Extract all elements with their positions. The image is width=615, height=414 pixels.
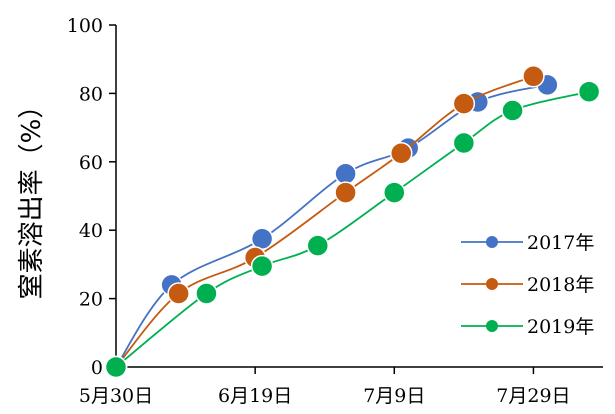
legend-item-2: 2019年 [461,316,594,338]
x-ticks: 5月30日 6月19日 7月9日 7月29日 [79,367,571,407]
legend-marker [486,278,498,290]
series-line [115,75,534,368]
data-point [250,227,274,250]
y-tick-label: 60 [79,152,103,174]
legend-item-1: 2018年 [461,274,594,296]
data-point [334,181,357,204]
data-point [250,254,274,278]
legend-label: 2018年 [527,274,594,296]
legend-label: 2017年 [527,232,594,254]
legend: 2017年 2018年 2019年 [461,232,594,338]
y-tick-label: 100 [67,15,103,37]
x-tick-label: 7月29日 [496,385,570,407]
data-point [104,355,128,379]
y-tick-label: 0 [91,357,103,379]
data-point [452,131,476,155]
x-tick-label: 6月19日 [218,385,292,407]
data-point [334,162,357,186]
series-0 [104,73,559,379]
legend-marker [486,320,498,332]
axes: 0 20 40 60 80 100 5月30日 6月19日 7月9日 7月29日 [67,15,603,407]
y-tick-label: 40 [79,220,103,242]
y-tick-label: 20 [79,289,103,311]
data-point [577,80,601,103]
series-2 [104,80,601,379]
legend-item-0: 2017年 [461,232,594,254]
x-tick-label: 5月30日 [79,385,153,407]
data-point [383,181,406,204]
y-axis-title: 窒素溶出率（%） [17,93,47,300]
data-point [389,142,413,165]
x-tick-label: 7月9日 [363,385,425,407]
series-line [115,83,548,368]
data-point [195,282,218,305]
y-tick-label: 80 [79,83,103,105]
y-ticks: 0 20 40 60 80 100 [67,15,116,379]
data-point [306,234,330,257]
data-point [167,282,190,305]
data-point [522,65,545,88]
legend-label: 2019年 [527,316,594,338]
legend-marker [486,236,498,248]
data-point [501,99,524,122]
series-layer [104,65,601,379]
data-point [452,92,476,115]
